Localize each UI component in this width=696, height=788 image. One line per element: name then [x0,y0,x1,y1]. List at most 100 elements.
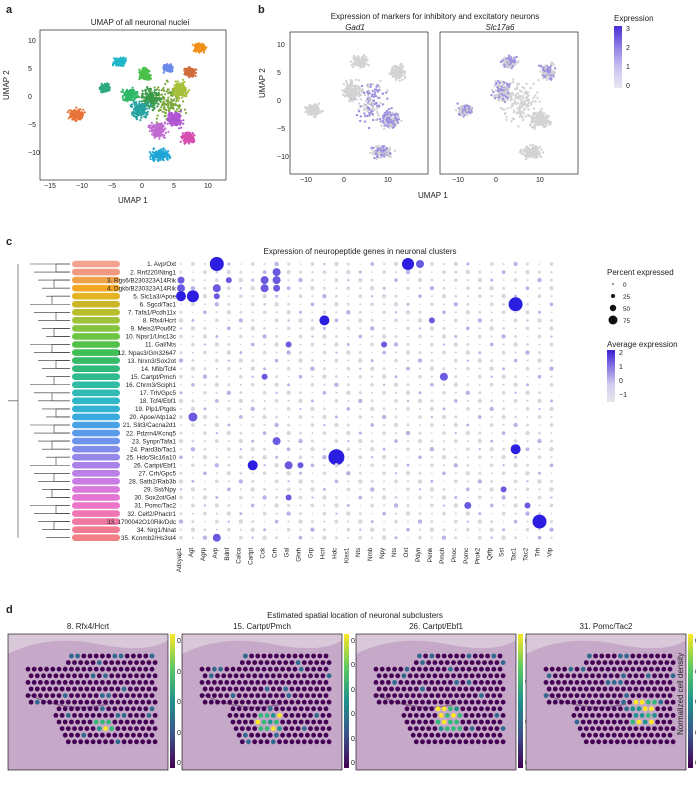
cluster-bar [72,494,120,501]
umap-point [132,89,135,92]
umap-point [526,151,529,154]
dot-mark [240,263,242,265]
dot-mark [299,287,302,290]
umap-point [160,154,163,157]
dot-mark [322,270,327,274]
dot-mark [466,278,469,282]
umap-point [140,76,143,79]
umap-point [165,154,168,157]
umap-point [543,69,546,73]
dot-mark [177,276,185,284]
umap-point [553,70,556,74]
umap-point [166,152,169,155]
umap-point [173,84,176,87]
umap-point [189,68,192,71]
umap-point [545,115,548,119]
cluster-label: 8. Rfx4/Hcrt [143,318,176,325]
umap-point [545,78,549,82]
dot-mark [502,279,505,281]
dot-mark [538,287,541,290]
dot-mark [465,286,470,291]
umap-point [102,85,105,89]
umap-point [164,82,167,86]
umap-point [153,98,156,101]
umap-point [494,95,498,98]
umap-point [381,145,384,148]
umap-point [541,76,544,80]
umap-point [345,81,349,85]
umap-point [528,115,531,118]
cluster-bar [72,333,120,340]
umap-point [371,103,375,107]
umap-point [366,58,369,61]
umap-point [175,123,178,126]
umap-point [157,152,161,155]
umap-point [168,111,171,114]
umap-point [523,153,527,156]
umap-point [135,93,138,96]
umap-b2-xtick: 10 [536,177,544,184]
dot-mark [335,287,338,289]
umap-point [152,155,155,158]
dot-mark [370,262,375,266]
panel-c-letter: c [6,236,13,248]
dot-mark [479,263,481,265]
umap-point [466,111,469,114]
umap-point [386,89,389,92]
umap-point [183,69,186,72]
umap-point [470,111,473,114]
umap-point [353,57,356,60]
umap-point [542,66,545,69]
umap-point [178,93,181,96]
umap-point [316,105,319,109]
umap-point [395,65,399,68]
umap-point [518,89,522,92]
dendrogram-branch [55,312,70,321]
umap-point [532,82,535,85]
cluster-bar [72,405,120,413]
dot-mark [416,260,424,268]
expression-tick: 1 [626,64,630,71]
dot-mark [214,302,219,307]
umap-point [510,66,513,70]
umap-point [167,108,170,112]
umap-point [194,74,197,78]
dot-mark [335,270,338,274]
dendrogram-branch [53,376,70,386]
umap-point [370,95,374,98]
cluster-bar [72,309,120,316]
umap-point [525,82,528,85]
umap-point [174,94,178,97]
cluster-label: 2. Rnf220/Ntng1 [130,269,176,276]
umap-point [157,102,160,105]
cluster-label: 23. Synpr/Tafa1 [132,438,177,445]
umap-point [69,115,72,119]
umap-point [166,154,169,157]
umap-point [349,96,352,99]
umap-point [175,99,178,103]
cluster-label: 13. Nrxn3/Sox2ot [127,358,176,365]
umap-point [352,54,356,58]
umap-a-ytick: −5 [28,122,36,129]
umap-point [362,58,365,62]
umap-point [540,148,543,151]
umap-point [195,45,199,48]
umap-point [351,90,355,94]
umap-point [145,114,148,117]
umap-point [183,89,186,93]
umap-point [389,113,393,117]
dendrogram-branch [51,489,70,498]
umap-point [390,121,394,124]
umap-point [531,100,535,103]
umap-point [71,118,74,121]
umap-point [131,113,134,116]
dot-mark [417,277,423,283]
umap-point [460,104,463,108]
umap-point [187,89,191,92]
umap-point [170,124,173,127]
umap-point [314,108,317,112]
umap-point [524,90,527,93]
umap-point [180,84,183,87]
umap-point [375,145,378,148]
umap-point [509,97,513,100]
